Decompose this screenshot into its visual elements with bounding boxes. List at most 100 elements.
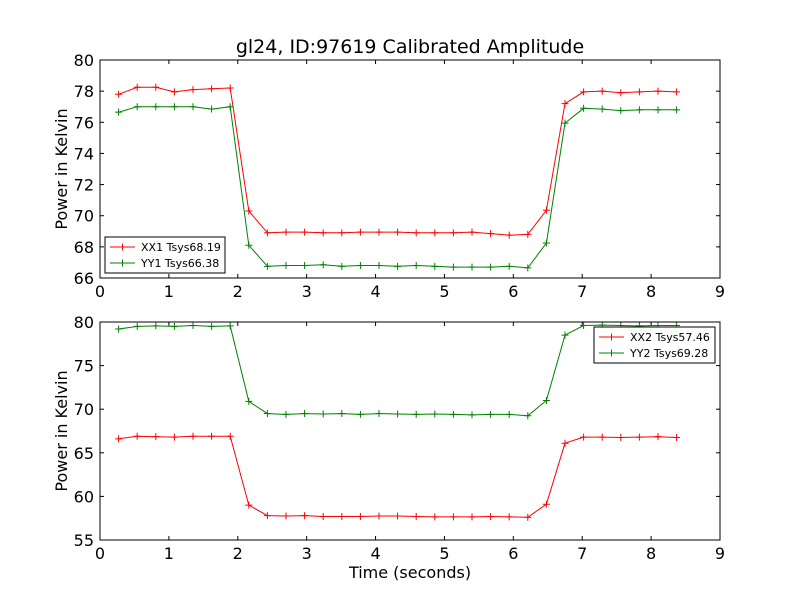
data-point	[189, 321, 197, 329]
data-point	[598, 433, 606, 441]
y-tick-label: 80	[74, 313, 94, 332]
data-point	[542, 206, 550, 214]
data-point	[635, 106, 643, 114]
data-point	[133, 83, 141, 91]
data-point	[487, 230, 495, 238]
data-point	[654, 106, 662, 114]
data-point	[617, 89, 625, 97]
x-tick-label: 0	[95, 544, 105, 563]
data-point	[561, 439, 569, 447]
data-point	[598, 105, 606, 113]
data-point	[412, 262, 420, 270]
data-point	[301, 262, 309, 270]
data-point	[282, 512, 290, 520]
y-tick-label: 60	[74, 487, 94, 506]
data-point	[375, 410, 383, 418]
data-point	[375, 512, 383, 520]
data-point	[338, 262, 346, 270]
x-axis-label: Time (seconds)	[348, 563, 471, 582]
data-point	[487, 263, 495, 271]
data-point	[524, 230, 532, 238]
data-point	[338, 512, 346, 520]
data-point	[561, 119, 569, 127]
data-point	[301, 410, 309, 418]
data-point	[412, 229, 420, 237]
data-point	[170, 322, 178, 330]
data-point	[170, 103, 178, 111]
data-point	[115, 435, 123, 443]
x-tick-label: 3	[302, 282, 312, 301]
data-point	[468, 513, 476, 521]
data-point	[375, 262, 383, 270]
data-point	[468, 228, 476, 236]
data-point	[561, 331, 569, 339]
legend-label: YY2 Tsys69.28	[629, 347, 708, 360]
data-point	[505, 410, 513, 418]
data-point	[319, 261, 327, 269]
data-point	[282, 262, 290, 270]
axes-frame	[99, 321, 721, 541]
x-tick-label: 7	[577, 544, 587, 563]
legend-marker	[119, 243, 126, 251]
data-point	[524, 264, 532, 272]
data-point	[356, 512, 364, 520]
data-point	[394, 410, 402, 418]
data-point	[431, 262, 439, 270]
data-point	[263, 410, 271, 418]
data-point	[263, 512, 271, 520]
y-tick-label: 70	[74, 400, 94, 419]
y-tick-label: 75	[74, 357, 94, 376]
data-point	[524, 513, 532, 521]
data-point	[319, 512, 327, 520]
data-point	[356, 262, 364, 270]
data-point	[580, 88, 588, 96]
data-point	[505, 513, 513, 521]
data-point	[449, 513, 457, 521]
data-point	[245, 241, 253, 249]
y-tick-label: 70	[74, 207, 94, 226]
data-point	[170, 433, 178, 441]
x-tick-label: 6	[508, 282, 518, 301]
data-point	[635, 88, 643, 96]
chart-title: gl24, ID:97619 Calibrated Amplitude	[236, 36, 584, 58]
data-point	[189, 86, 197, 94]
x-tick-label: 1	[164, 282, 174, 301]
legend-box	[104, 236, 226, 274]
data-point	[115, 90, 123, 98]
axes-frame	[99, 59, 721, 279]
data-point	[598, 87, 606, 95]
y-tick-label: 66	[74, 269, 94, 288]
data-point	[319, 229, 327, 237]
x-tick-label: 1	[164, 544, 174, 563]
data-point	[412, 410, 420, 418]
data-point	[580, 104, 588, 112]
legend-marker	[119, 259, 126, 267]
y-tick-label: 78	[74, 82, 94, 101]
data-point	[208, 105, 216, 113]
y-tick-label: 80	[74, 51, 94, 70]
x-tick-label: 4	[370, 282, 380, 301]
data-point	[394, 512, 402, 520]
data-point	[487, 512, 495, 520]
data-point	[282, 410, 290, 418]
data-point	[152, 83, 160, 91]
data-point	[319, 410, 327, 418]
legend-label: XX1 Tsys68.19	[141, 241, 221, 254]
top-y-axis-label: Power in Kelvin	[52, 108, 71, 229]
x-tick-label: 4	[370, 544, 380, 563]
data-point	[170, 88, 178, 96]
data-point	[394, 262, 402, 270]
y-tick-label: 76	[74, 113, 94, 132]
data-point	[654, 87, 662, 95]
data-point	[338, 410, 346, 418]
legend-label: XX2 Tsys57.46	[630, 331, 710, 344]
data-point	[524, 412, 532, 420]
data-point	[115, 325, 123, 333]
x-tick-label: 9	[715, 544, 725, 563]
bottom-y-axis-label: Power in Kelvin	[52, 370, 71, 491]
data-point	[263, 229, 271, 237]
data-point	[226, 432, 234, 440]
y-tick-label: 68	[74, 238, 94, 257]
